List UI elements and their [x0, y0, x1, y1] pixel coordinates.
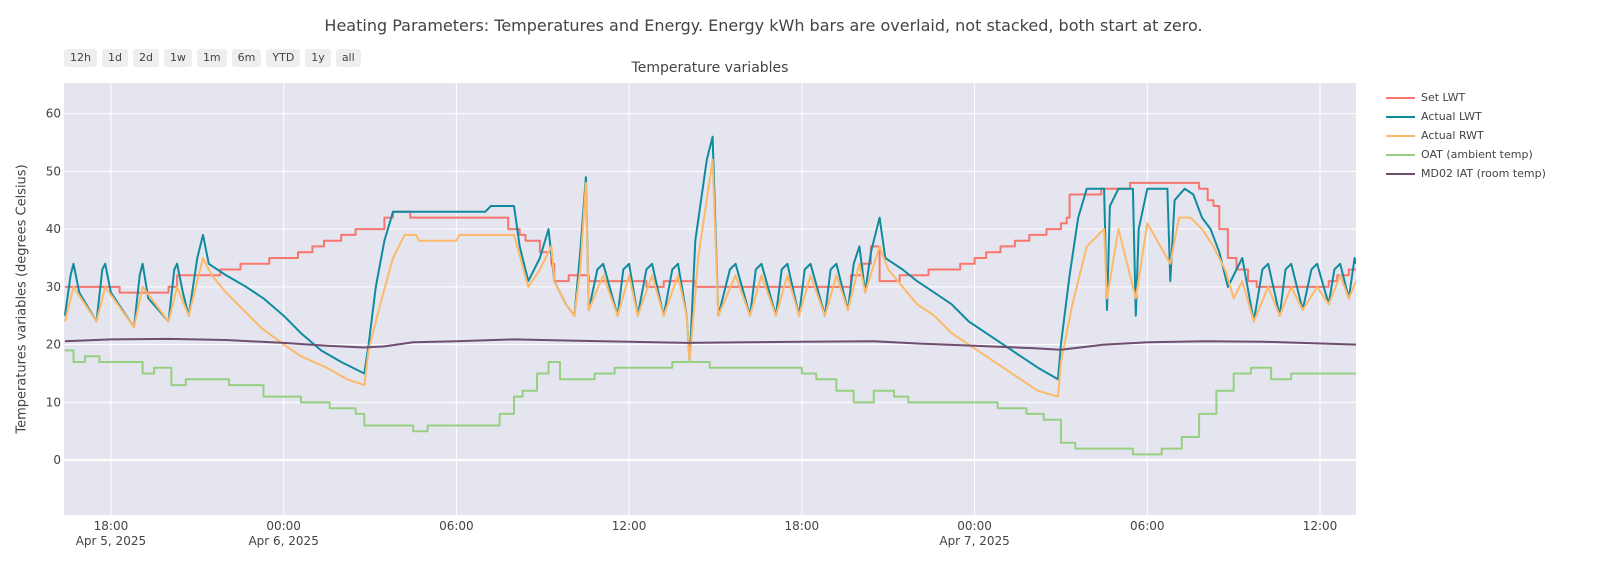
range-button-1d[interactable]: 1d	[101, 49, 128, 67]
series-line-oat-ambient-temp	[64, 349, 1356, 456]
y-tick-label: 60	[46, 107, 61, 121]
legend-item[interactable]: MD02 IAT (room temp)	[1386, 164, 1546, 183]
legend-label: Set LWT	[1421, 91, 1466, 104]
x-tick-label: 06:00	[439, 519, 474, 533]
chart-title: Heating Parameters: Temperatures and Ene…	[324, 16, 1203, 35]
series-line-md02-iat-room-temp	[64, 337, 1356, 351]
legend-label: OAT (ambient temp)	[1421, 148, 1533, 161]
x-tick-label: 12:00	[1303, 519, 1338, 533]
x-tick-date-label: Apr 6, 2025	[248, 534, 318, 548]
legend-swatch	[1386, 172, 1415, 175]
range-button-6m[interactable]: 6m	[231, 49, 262, 67]
range-button-all[interactable]: all	[335, 49, 361, 67]
x-tick-label: 06:00	[1130, 519, 1165, 533]
legend: Set LWT Actual LWT Actual RWT OAT (ambient …	[1386, 88, 1546, 183]
range-button-2d[interactable]: 2d	[132, 49, 159, 67]
series-line-set-lwt	[64, 181, 1356, 294]
legend-item[interactable]: OAT (ambient temp)	[1386, 145, 1546, 164]
range-button-1m[interactable]: 1m	[196, 49, 227, 67]
y-tick-label: 30	[46, 280, 61, 294]
legend-swatch	[1386, 134, 1415, 137]
legend-swatch	[1386, 153, 1415, 156]
y-tick-label: 50	[46, 164, 61, 178]
x-tick-label: 00:00	[266, 519, 301, 533]
legend-label: Actual LWT	[1421, 110, 1482, 123]
range-button-ytd[interactable]: YTD	[266, 49, 301, 67]
x-tick-label: 00:00	[957, 519, 992, 533]
range-button-1w[interactable]: 1w	[163, 49, 192, 67]
y-tick-label: 40	[46, 222, 61, 236]
series-line-actual-rwt	[64, 158, 1356, 398]
range-button-1y[interactable]: 1y	[305, 49, 331, 67]
plot-subtitle: Temperature variables	[631, 60, 789, 76]
legend-item[interactable]: Set LWT	[1386, 88, 1546, 107]
x-tick-date-label: Apr 5, 2025	[76, 534, 146, 548]
x-tick-label: 18:00	[785, 519, 820, 533]
legend-item[interactable]: Actual LWT	[1386, 107, 1546, 126]
range-button-12h[interactable]: 12h	[64, 49, 97, 67]
plot-area	[64, 83, 1356, 515]
x-tick-label: 18:00	[94, 519, 129, 533]
y-tick-label: 20	[46, 338, 61, 352]
legend-swatch	[1386, 115, 1415, 118]
y-tick-label: 0	[53, 453, 61, 467]
legend-label: Actual RWT	[1421, 129, 1484, 142]
x-tick-label: 12:00	[612, 519, 647, 533]
legend-swatch	[1386, 96, 1415, 99]
legend-item[interactable]: Actual RWT	[1386, 126, 1546, 145]
x-tick-date-label: Apr 7, 2025	[939, 534, 1009, 548]
series-line-actual-lwt	[64, 135, 1356, 381]
range-selector: 12h 1d 2d 1w 1m 6m YTD 1y all	[64, 49, 361, 67]
y-tick-label: 10	[46, 395, 61, 409]
legend-label: MD02 IAT (room temp)	[1421, 167, 1546, 180]
